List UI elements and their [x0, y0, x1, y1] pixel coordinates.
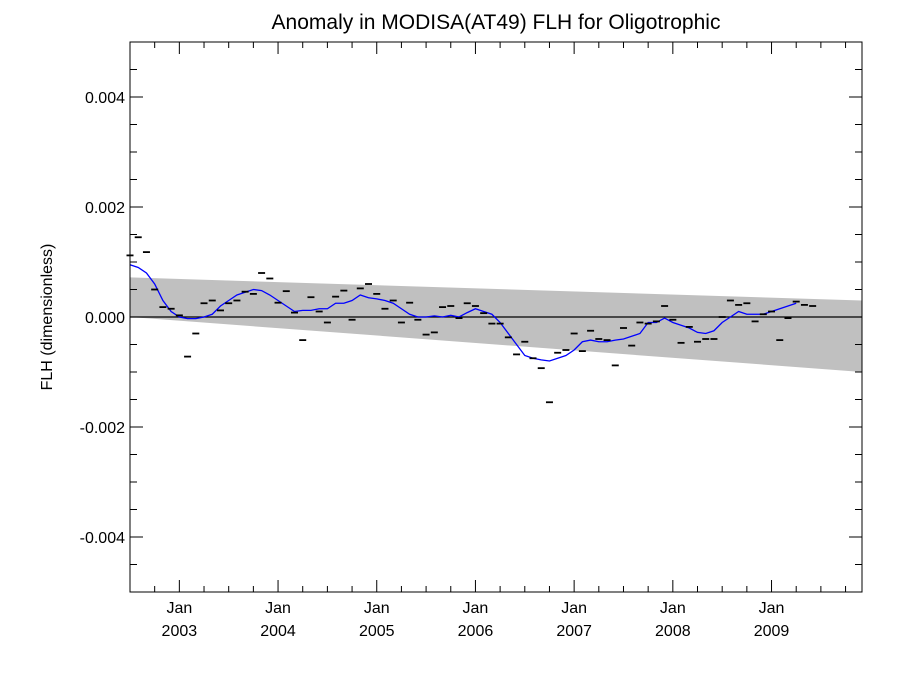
chart-title: Anomaly in MODISA(AT49) FLH for Oligotro…	[272, 11, 721, 34]
y-axis-label: FLH (dimensionless)	[39, 244, 56, 391]
x-tick-year-label: 2003	[162, 623, 198, 640]
axis-ticks: 0.004 0.002 0.000 -0.002 -0.004 Jan 2003 Jan 200…	[80, 41, 862, 640]
x-tick-month-label: Jan	[759, 600, 785, 617]
x-tick-month-label: Jan	[561, 600, 587, 617]
x-tick-year-label: 2006	[458, 623, 494, 640]
confidence-band	[130, 277, 862, 372]
x-tick-year-label: 2008	[655, 623, 691, 640]
x-tick-month-label: Jan	[364, 600, 390, 617]
x-tick-year-label: 2004	[260, 623, 296, 640]
plot-area	[126, 236, 862, 404]
y-tick-label: 0.002	[85, 200, 125, 217]
x-tick-year-label: 2005	[359, 623, 395, 640]
x-tick-month-label: Jan	[660, 600, 686, 617]
x-tick-month-label: Jan	[166, 600, 192, 617]
y-tick-label: 0.000	[85, 310, 125, 327]
y-tick-label: -0.004	[80, 530, 125, 547]
y-tick-label: 0.004	[85, 90, 125, 107]
x-tick-year-label: 2007	[556, 623, 592, 640]
smoothed-series-line	[129, 264, 797, 362]
y-tick-label: -0.002	[80, 420, 125, 437]
x-tick-month-label: Jan	[265, 600, 291, 617]
x-tick-year-label: 2009	[754, 623, 790, 640]
x-tick-month-label: Jan	[463, 600, 489, 617]
